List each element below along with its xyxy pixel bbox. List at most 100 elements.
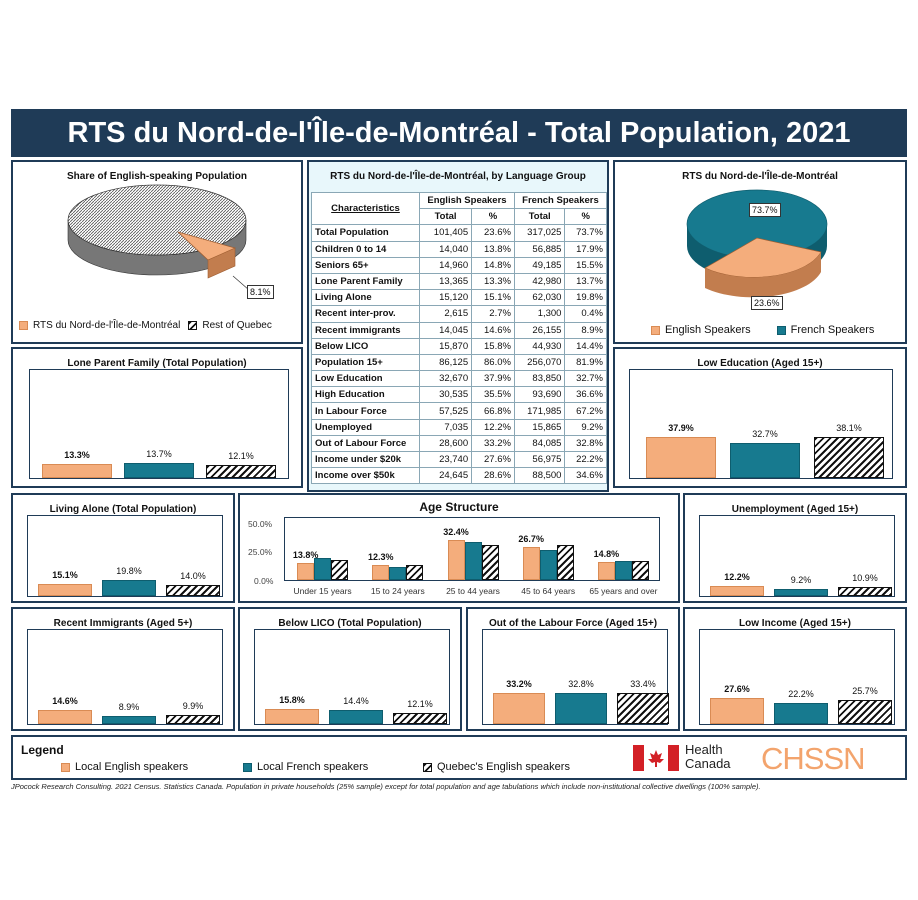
row-value: 2,615 — [418, 305, 473, 323]
footnote: JPocock Research Consulting. 2021 Census… — [11, 782, 761, 791]
recent-immigrants-label-2: 9.9% — [182, 700, 204, 711]
row-value: 56,975 — [513, 450, 566, 469]
lone-parent-panel: Lone Parent Family (Total Population) 13.… — [11, 347, 303, 488]
row-label: Out of Labour Force — [311, 434, 420, 453]
age-panel: Age Structure 50.0% 25.0% 0.0% 13.8% Unde… — [238, 493, 680, 603]
row-label: High Education — [311, 386, 420, 404]
row-value: 30,535 — [418, 386, 473, 404]
row-value: 15,865 — [513, 418, 566, 436]
below-lico-title: Below LICO (Total Population) — [278, 618, 422, 629]
legend-title: Legend — [21, 743, 64, 757]
living-alone-bar-2 — [166, 584, 220, 596]
age-label-2: 32.4% — [443, 526, 469, 537]
col-fr-total: Total — [513, 208, 566, 226]
out-labour-label-0: 33.2% — [506, 678, 532, 689]
age-bar-1-1 — [389, 566, 407, 580]
row-value: 34.6% — [564, 467, 607, 485]
out-labour-panel: Out of the Labour Force (Aged 15+) 33.2% 3… — [466, 607, 680, 731]
age-category-2: 25 to 44 years — [446, 586, 500, 596]
below-lico-bar-0 — [265, 709, 319, 724]
row-value: 14.6% — [471, 321, 515, 339]
age-plot: 13.8% Under 15 years 12.3% 15 to 24 years 32… — [284, 517, 660, 596]
row-value: 14,045 — [418, 321, 473, 339]
below-lico-label-2: 12.1% — [407, 698, 433, 709]
low-education-panel: Low Education (Aged 15+) 37.9% 32.7% 38.1% — [613, 347, 907, 488]
lone-parent-label-2: 12.1% — [228, 450, 254, 461]
below-lico-plot: 15.8% 14.4% 12.1% — [254, 629, 450, 725]
row-label: Living Alone — [311, 289, 420, 307]
row-value: 17.9% — [564, 240, 607, 258]
table-row: Low Education 32,670 37.9% 83,850 32.7% — [311, 370, 607, 388]
living-alone-label-1: 19.8% — [116, 566, 142, 577]
row-value: 7,035 — [418, 418, 473, 436]
row-value: 15.5% — [564, 256, 607, 274]
age-bar-4-0 — [597, 561, 615, 580]
living-alone-bar-1 — [102, 580, 156, 596]
row-label: Population 15+ — [311, 353, 420, 372]
pie-share-slice-rest — [67, 184, 247, 256]
row-value: 73.7% — [564, 224, 607, 242]
table-row: Seniors 65+ 14,960 14.8% 49,185 15.5% — [311, 256, 607, 274]
table-row: In Labour Force 57,525 66.8% 171,985 67.2% — [311, 402, 607, 420]
legend-item-qc: Quebec's English speakers — [423, 761, 570, 773]
row-value: 86.0% — [471, 353, 515, 372]
unemployment-bar-0 — [710, 586, 764, 596]
recent-immigrants-panel: Recent Immigrants (Aged 5+) 14.6% 8.9% 9.9% — [11, 607, 235, 731]
row-value: 14.8% — [471, 256, 515, 274]
row-value: 317,025 — [513, 224, 566, 242]
age-bar-1-0 — [372, 564, 390, 580]
age-bar-3-0 — [522, 546, 540, 580]
row-value: 22.2% — [564, 450, 607, 469]
row-value: 9.2% — [564, 418, 607, 436]
out-labour-title: Out of the Labour Force (Aged 15+) — [488, 618, 658, 629]
age-tick-50: 50.0% — [248, 519, 273, 529]
row-label: Recent immigrants — [311, 321, 420, 339]
below-lico-bar-1 — [329, 710, 383, 724]
page-title: RTS du Nord-de-l'Île-de-Montréal - Total… — [11, 109, 907, 157]
row-label: Income over $50k — [311, 467, 420, 485]
below-lico-label-0: 15.8% — [279, 695, 305, 706]
low-income-bar-0 — [710, 698, 764, 724]
unemployment-title: Unemployment (Aged 15+) — [731, 504, 859, 515]
age-bar-1-2 — [406, 565, 424, 580]
low-education-label-2: 38.1% — [836, 422, 862, 433]
out-labour-bar-1 — [555, 693, 607, 724]
age-label-0: 13.8% — [292, 549, 319, 560]
row-value: 32,670 — [418, 370, 473, 388]
swatch-rest — [188, 321, 198, 330]
row-value: 37.9% — [471, 370, 515, 388]
age-bar-2-2 — [481, 545, 499, 580]
col-en-total: Total — [418, 208, 473, 226]
age-bar-0-0 — [297, 562, 315, 580]
row-value: 19.8% — [564, 289, 607, 307]
row-value: 35.5% — [471, 386, 515, 404]
legend-swatch-en — [61, 762, 70, 772]
legend-label-qc: Quebec's English speakers — [437, 761, 570, 773]
unemployment-plot: 12.2% 9.2% 10.9% — [699, 515, 895, 597]
age-bar-3-1 — [539, 550, 557, 580]
lone-parent-bar-1 — [124, 463, 194, 478]
lone-parent-title: Lone Parent Family (Total Population) — [67, 358, 247, 369]
pie-lang-panel: RTS du Nord-de-l'Île-de-Montréal 73.7% 2… — [613, 160, 907, 344]
row-value: 81.9% — [564, 353, 607, 372]
row-value: 24,645 — [418, 467, 473, 485]
living-alone-plot: 15.1% 19.8% 14.0% — [27, 515, 223, 597]
row-value: 56,885 — [513, 240, 566, 258]
age-bar-0-2 — [331, 559, 349, 580]
row-value: 14.4% — [564, 337, 607, 355]
pie-lang-label-fr: 73.7% — [749, 203, 781, 217]
living-alone-panel: Living Alone (Total Population) 15.1% 19.8… — [11, 493, 235, 603]
age-bar-4-1 — [614, 560, 632, 580]
table-row: Recent inter-prov. 2,615 2.7% 1,300 0.4% — [311, 305, 607, 323]
unemployment-bar-1 — [774, 588, 828, 596]
recent-immigrants-title: Recent Immigrants (Aged 5+) — [53, 618, 193, 629]
unemployment-bar-2 — [838, 587, 892, 596]
recent-immigrants-plot: 14.6% 8.9% 9.9% — [27, 629, 223, 725]
low-education-title: Low Education (Aged 15+) — [697, 358, 823, 369]
table-row: High Education 30,535 35.5% 93,690 36.6% — [311, 386, 607, 404]
living-alone-label-0: 15.1% — [52, 569, 78, 580]
row-value: 42,980 — [513, 272, 566, 291]
row-value: 0.4% — [564, 305, 607, 323]
unemployment-label-0: 12.2% — [724, 572, 750, 583]
row-value: 13.7% — [564, 272, 607, 291]
